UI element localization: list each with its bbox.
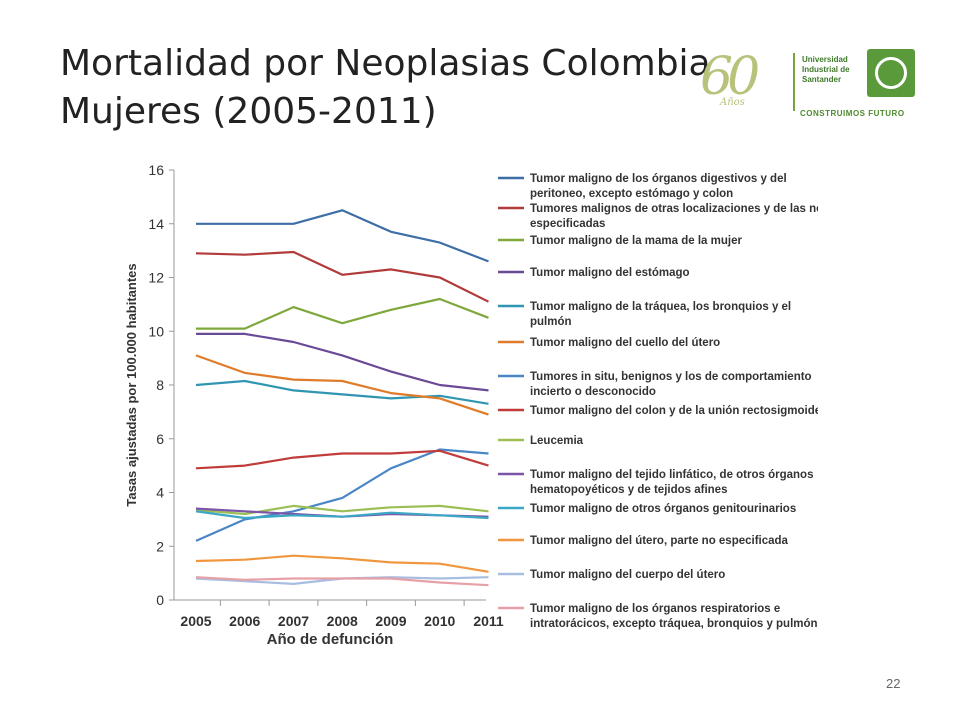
x-tick-label: 2009 xyxy=(375,613,406,629)
legend-label-8: Tumor maligno del colon y de la unión re… xyxy=(530,405,818,417)
legend-label-4: Tumor maligno del estómago xyxy=(530,267,690,279)
legend-label-1: Tumor maligno de los órganos digestivos … xyxy=(530,173,787,185)
legend-label-2: Tumores malignos de otras localizaciones… xyxy=(530,203,818,215)
series-line-2 xyxy=(195,250,489,303)
legend-label-14: intratorácicos, excepto tráquea, bronqui… xyxy=(530,618,818,630)
legend-label-11: Tumor maligno de otros órganos genitouri… xyxy=(530,503,796,515)
y-tick-label: 12 xyxy=(148,270,164,286)
legend-label-14: Tumor maligno de los órganos respiratori… xyxy=(530,603,780,615)
series-line-11 xyxy=(195,510,489,520)
y-tick-label: 6 xyxy=(156,431,164,447)
university-name-line-1: Universidad xyxy=(802,55,848,64)
legend-label-3: Tumor maligno de la mama de la mujer xyxy=(530,235,742,247)
slide-title-line-1: Mortalidad por Neoplasias Colombia xyxy=(60,43,711,84)
anniversary-number: 60 xyxy=(700,47,760,107)
series-line-7 xyxy=(195,448,489,542)
y-tick-label: 14 xyxy=(148,216,164,232)
y-tick-label: 10 xyxy=(148,323,164,339)
x-tick-label: 2005 xyxy=(180,613,211,629)
series-line-5 xyxy=(195,379,489,405)
x-tick-label: 2010 xyxy=(424,613,455,629)
uis-seal-icon xyxy=(867,49,915,97)
chart-legend: Tumor maligno de los órganos digestivos … xyxy=(498,173,818,630)
x-tick-label: 2006 xyxy=(229,613,260,629)
university-name-line-2: Industrial de xyxy=(802,65,850,74)
anniversary-word: Años xyxy=(720,97,745,108)
series-line-14 xyxy=(195,576,489,587)
y-tick-label: 16 xyxy=(148,162,164,178)
series-line-12 xyxy=(195,554,489,573)
page-number: 22 xyxy=(886,676,901,691)
legend-label-9: Leucemia xyxy=(530,435,584,447)
slide-title: Mortalidad por Neoplasias Colombia Mujer… xyxy=(60,40,780,136)
university-name: Universidad Industrial de Santander xyxy=(802,55,850,85)
legend-label-13: Tumor maligno del cuerpo del útero xyxy=(530,569,725,581)
mortality-line-chart: 0 2 4 6 8 10 12 14 16 2005 2006 2007 2008 2009 2010 201… xyxy=(124,162,818,648)
y-tick-label: 8 xyxy=(156,377,164,393)
legend-label-12: Tumor maligno del útero, parte no especi… xyxy=(530,535,789,547)
series-line-3 xyxy=(196,297,489,330)
x-axis-label: Año de defunción xyxy=(267,631,394,648)
slide-title-line-2: Mujeres (2005-2011) xyxy=(60,91,437,132)
y-tick-label: 4 xyxy=(156,485,164,501)
chart-axes: 0 2 4 6 8 10 12 14 16 2005 2006 2007 2008 2009 2010 201… xyxy=(124,162,504,648)
series-line-6 xyxy=(195,354,489,416)
y-axis-label: Tasas ajustadas por 100.000 habitantes xyxy=(124,263,139,506)
logo-divider xyxy=(793,53,795,111)
x-tick-label: 2008 xyxy=(327,613,358,629)
series-line-8 xyxy=(195,449,489,470)
x-tick-label: 2007 xyxy=(278,613,309,629)
legend-label-1: peritoneo, excepto estómago y colon xyxy=(530,188,733,200)
university-name-line-3: Santander xyxy=(802,75,842,84)
legend-label-2: especificadas xyxy=(530,218,605,230)
chart-series-lines xyxy=(195,209,489,587)
x-tick-label: 2011 xyxy=(473,613,504,629)
legend-label-5: pulmón xyxy=(530,316,572,328)
university-motto: CONSTRUIMOS FUTURO xyxy=(800,109,905,118)
legend-label-6: Tumor maligno del cuello del útero xyxy=(530,337,720,349)
legend-label-7: Tumores in situ, benignos y los de compo… xyxy=(530,371,812,383)
legend-label-10: Tumor maligno del tejido linfático, de o… xyxy=(530,469,813,481)
legend-label-5: Tumor maligno de la tráquea, los bronqui… xyxy=(530,301,791,313)
legend-label-10: hematopoyéticos y de tejidos afines xyxy=(530,484,727,496)
y-tick-label: 2 xyxy=(156,538,164,554)
series-line-9 xyxy=(195,504,489,516)
series-line-4 xyxy=(196,332,489,392)
series-line-1 xyxy=(196,209,489,263)
y-tick-label: 0 xyxy=(156,592,164,608)
university-logo: 60 Años Universidad Industrial de Santan… xyxy=(690,45,920,125)
legend-label-7: incierto o desconocido xyxy=(530,386,656,398)
